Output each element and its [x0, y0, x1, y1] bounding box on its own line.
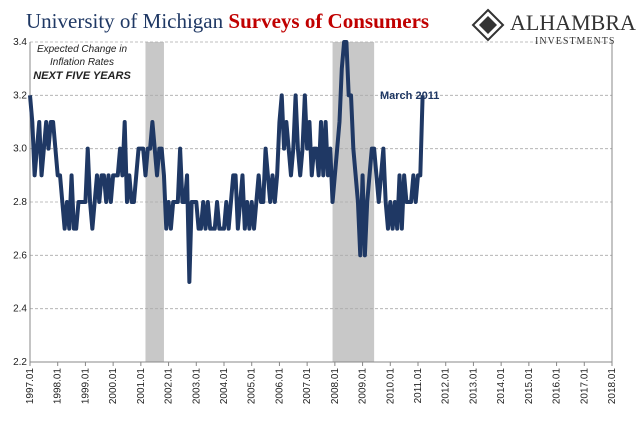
recession-band	[145, 42, 164, 362]
y-tick-label: 3.0	[13, 144, 27, 155]
logo: ALHAMBRA INVESTMENTS	[471, 8, 636, 47]
title-main: University of Michigan	[26, 9, 224, 33]
brand: ALHAMBRA	[510, 10, 636, 35]
logo-inner	[479, 16, 497, 34]
x-tick-label: 2000.01	[108, 368, 119, 405]
x-tick-label: 2003.01	[191, 368, 202, 405]
shading-layer	[145, 42, 375, 362]
y-tick-label: 2.6	[13, 250, 27, 261]
x-tick-label: 2017.01	[579, 368, 590, 405]
annotation: NEXT FIVE YEARS	[33, 70, 131, 82]
x-tick-label: 2012.01	[441, 368, 452, 405]
x-tick-label: 2011.01	[413, 368, 424, 404]
x-tick-label: 2015.01	[524, 368, 535, 405]
y-tick-label: 2.2	[13, 357, 27, 368]
x-tick-label: 2002.01	[164, 368, 175, 405]
x-tick-label: 1997.01	[25, 368, 36, 405]
x-tick-label: 2013.01	[468, 368, 479, 405]
plot-layer	[28, 40, 425, 284]
x-tick-label: 2016.01	[552, 368, 563, 405]
x-tick-label: 1999.01	[80, 368, 91, 405]
x-tick-label: 2001.01	[136, 368, 147, 405]
y-tick-label: 2.8	[13, 197, 27, 208]
x-tick-label: 2010.01	[385, 368, 396, 405]
x-tick-label: 2018.01	[607, 368, 618, 405]
logo-diamond	[471, 8, 505, 42]
y-tick-label: 3.4	[13, 37, 27, 48]
x-tick-label: 2014.01	[496, 368, 507, 405]
chart-title: University of Michigan Surveys of Consum…	[26, 9, 429, 33]
annotation: Inflation Rates	[50, 57, 114, 68]
y-tick-label: 3.2	[13, 90, 27, 101]
x-tick-label: 1998.01	[53, 368, 64, 405]
annotation: March 2011	[380, 90, 439, 102]
title-highlight: Surveys of Consumers	[228, 9, 429, 33]
x-tick-label: 2007.01	[302, 368, 313, 405]
series-line	[28, 40, 425, 284]
annotation: Expected Change in	[37, 44, 128, 55]
brand-sub: INVESTMENTS	[535, 36, 615, 47]
x-tick-label: 2005.01	[247, 368, 258, 405]
y-tick-label: 2.4	[13, 304, 27, 315]
x-tick-label: 2004.01	[219, 368, 230, 405]
x-tick-label: 2008.01	[330, 368, 341, 405]
x-tick-label: 2006.01	[274, 368, 285, 405]
x-tick-label: 2009.01	[358, 368, 369, 405]
